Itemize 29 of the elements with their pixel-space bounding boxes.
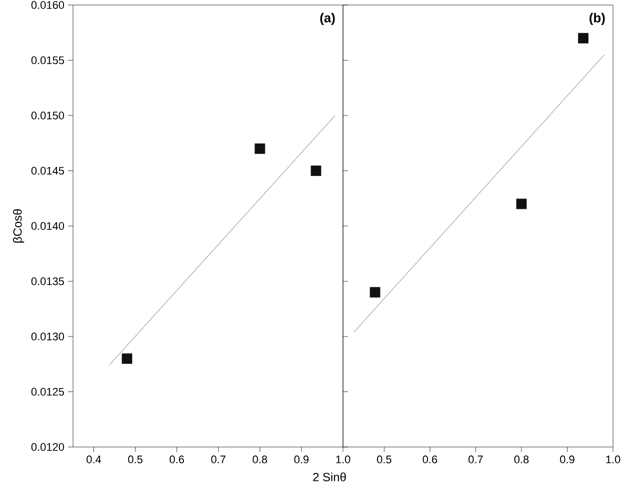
y-tick-label: 0.0135 bbox=[31, 277, 64, 286]
x-tick-label: 0.7 bbox=[468, 456, 483, 464]
x-axis-title: 2 Sinθ bbox=[313, 472, 346, 482]
text: (a) bbox=[320, 12, 335, 26]
x-tick-label: 1.0 bbox=[336, 456, 350, 464]
x-tick-label: 0.9 bbox=[560, 456, 574, 464]
y-tick-label: 0.0155 bbox=[31, 56, 64, 64]
y-tick-label: 0.0160 bbox=[31, 1, 64, 9]
text: (b) bbox=[590, 12, 605, 26]
point bbox=[254, 143, 266, 154]
y-tick-label: 0.0145 bbox=[31, 166, 64, 175]
y-tick-label: 0.0125 bbox=[31, 388, 64, 396]
x-tick-label: 0.8 bbox=[252, 456, 268, 464]
y-tick-label: 0.0140 bbox=[31, 222, 64, 230]
y-tick-label: 0.0120 bbox=[31, 443, 64, 451]
x-tick-label: 0.9 bbox=[294, 456, 309, 464]
y-tick-label: 0.0150 bbox=[31, 112, 64, 120]
point bbox=[122, 353, 132, 364]
x-tick-label: 1.0 bbox=[606, 456, 620, 464]
x-tick-label: 0.7 bbox=[211, 456, 226, 464]
x-tick-label: 0.6 bbox=[422, 456, 438, 464]
x-tick-label: 0.4 bbox=[86, 456, 102, 464]
x-tick-label: 0.5 bbox=[128, 456, 142, 464]
x-tick-label: 0.8 bbox=[514, 456, 529, 464]
point bbox=[310, 166, 322, 176]
x-tick-label: 0.5 bbox=[376, 456, 392, 464]
y-tick-label: 0.0130 bbox=[31, 332, 64, 340]
x-tick-label: 0.6 bbox=[170, 456, 184, 464]
y-axis-title: βCosθ bbox=[12, 209, 24, 243]
